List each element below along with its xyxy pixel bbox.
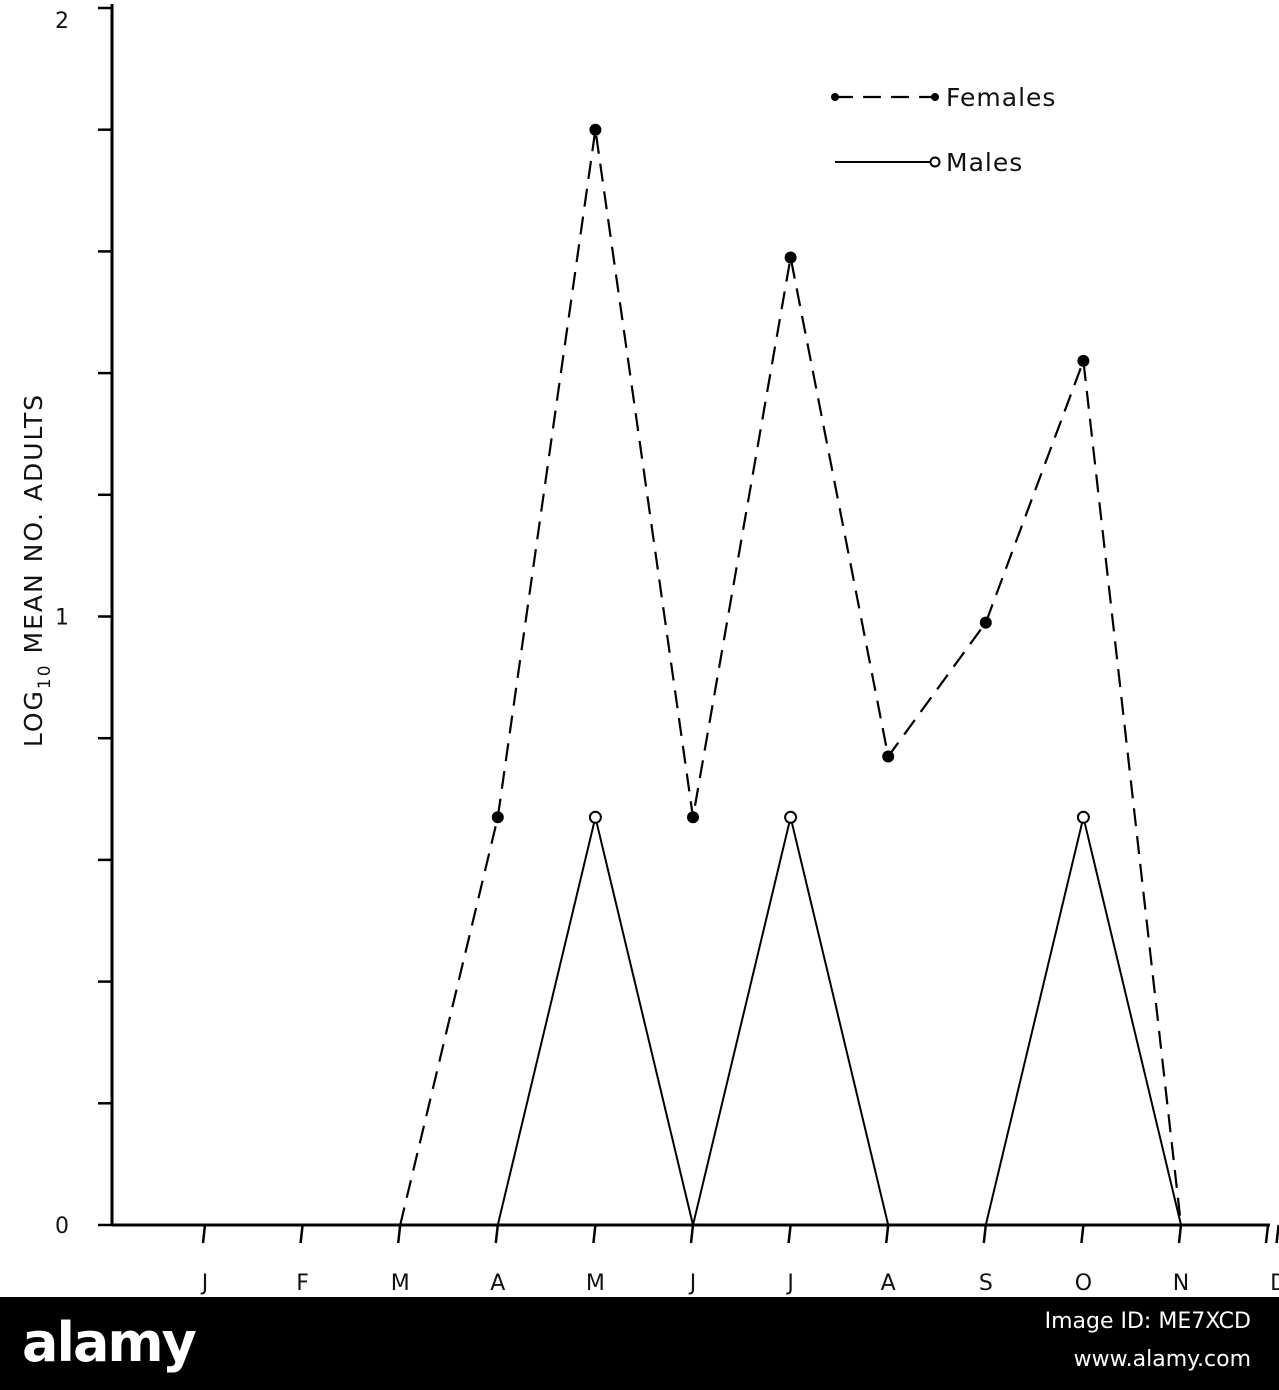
y-tick-label: 1: [55, 606, 69, 631]
chart: 0 1 2 J F M A M J J A S O N D LOG10 MEAN NO. ADULTS Fema…: [19, 4, 1279, 1296]
x-tick-label: F: [296, 1271, 309, 1296]
x-tick: [1264, 1224, 1270, 1244]
x-tick: [787, 1224, 792, 1244]
x-tick: [201, 1224, 207, 1244]
image-id-text: Image ID: ME7XCD: [1044, 1309, 1251, 1334]
legend-females-label: Females: [946, 83, 1056, 112]
y-tick-label: 2: [55, 9, 69, 34]
x-tick-label: A: [490, 1271, 505, 1296]
website-url: www.alamy.com: [1073, 1347, 1251, 1372]
x-tick: [494, 1224, 500, 1244]
female-point: [1077, 354, 1090, 367]
female-point: [882, 750, 895, 763]
x-tick: [396, 1224, 402, 1244]
x-tick: [1275, 1224, 1279, 1244]
y-tick-label: 0: [55, 1214, 69, 1239]
legend-males-marker: [929, 156, 941, 168]
female-point: [979, 616, 992, 629]
x-tick-label: S: [979, 1271, 993, 1296]
x-tick: [1080, 1224, 1085, 1244]
x-tick-label: A: [881, 1271, 896, 1296]
males-series-line: [496, 817, 1182, 1226]
male-point: [784, 810, 798, 824]
female-point: [687, 811, 699, 824]
male-point: [588, 810, 602, 824]
watermark-bar: alamy Image ID: ME7XCD www.alamy.com: [0, 1297, 1279, 1390]
females-series-line: [399, 129, 1183, 1226]
legend-females-marker: [931, 93, 939, 101]
chart-svg: 0 1 2 J F M A M J J A S O N D LOG10 MEAN NO. ADULTS Fema…: [19, 4, 1279, 1296]
x-tick: [1177, 1224, 1183, 1244]
legend-females-marker: [831, 93, 839, 101]
x-tick-label: J: [688, 1271, 697, 1296]
female-point: [784, 251, 797, 264]
male-point: [1076, 810, 1090, 824]
x-tick-label: J: [785, 1271, 794, 1296]
x-tick-label: M: [391, 1271, 410, 1296]
x-tick-label: N: [1173, 1271, 1189, 1296]
legend-males-label: Males: [946, 148, 1023, 177]
alamy-logo: alamy: [22, 1311, 197, 1374]
female-point: [491, 811, 504, 824]
y-axis-label: LOG10 MEAN NO. ADULTS: [19, 393, 55, 747]
x-tick-label: J: [200, 1271, 209, 1296]
x-tick: [299, 1224, 304, 1244]
x-tick: [592, 1224, 597, 1244]
x-tick: [982, 1224, 988, 1244]
female-point: [589, 123, 602, 136]
x-tick: [689, 1224, 695, 1244]
x-tick-label: D: [1270, 1271, 1279, 1296]
x-tick-label: O: [1075, 1271, 1092, 1296]
x-tick: [884, 1224, 890, 1244]
x-tick-label: M: [586, 1271, 605, 1296]
